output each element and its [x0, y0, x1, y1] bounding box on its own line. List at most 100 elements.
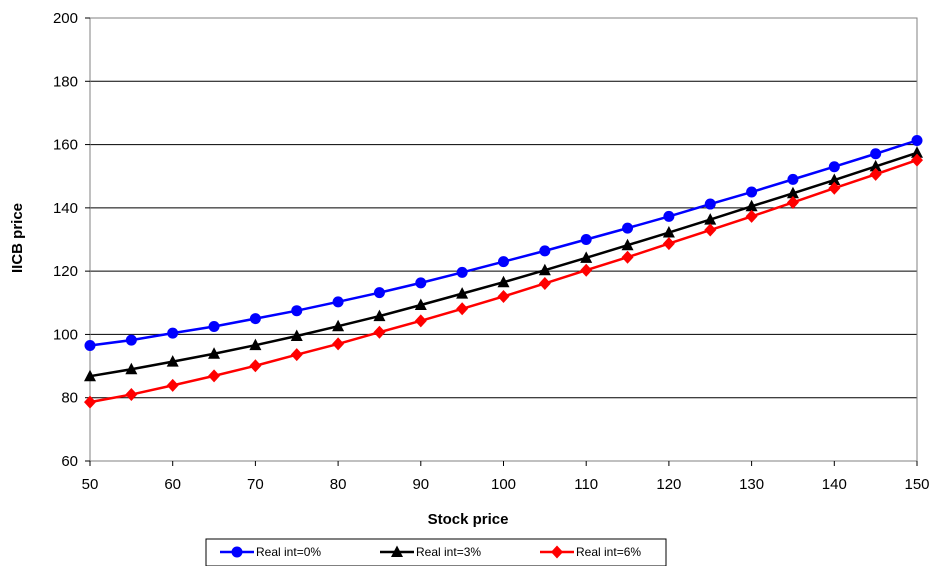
series-1-point-1 [125, 334, 137, 346]
series-3-point-8 [414, 314, 427, 328]
y-tick-label-80: 80 [61, 390, 78, 407]
series-1-point-15 [704, 198, 716, 210]
series-3-point-19 [869, 167, 882, 181]
x-tick-label-150: 150 [904, 476, 929, 493]
legend-label-1: Real int=0% [256, 545, 321, 559]
series-2-point-0 [84, 369, 96, 382]
series-3-point-11 [538, 276, 551, 290]
series-1-point-14 [663, 210, 675, 222]
series-2-point-7 [373, 309, 386, 322]
legend-entry-2: Real int=3% [380, 545, 481, 559]
y-tick-label-160: 160 [53, 137, 78, 154]
series-3-point-14 [662, 237, 675, 251]
x-axis-title: Stock price [428, 511, 509, 528]
series-2-point-4 [249, 338, 262, 351]
series-2-point-16 [745, 199, 758, 212]
series-3-point-15 [704, 223, 717, 237]
series-2-point-8 [414, 298, 427, 311]
series-1-point-0 [84, 340, 96, 352]
series-1-line [89, 139, 918, 347]
series-2-point-11 [538, 263, 551, 276]
series-3 [84, 153, 923, 409]
series-1-point-4 [249, 313, 261, 325]
series-2-point-1 [125, 362, 138, 375]
series-2-point-15 [704, 213, 717, 225]
series-3-point-12 [580, 263, 593, 277]
series-2-point-12 [580, 251, 593, 263]
series-3-point-7 [373, 325, 386, 339]
y-tick-label-200: 200 [53, 10, 78, 27]
y-tick-label-180: 180 [53, 73, 78, 90]
legend-label-3: Real int=6% [576, 545, 641, 559]
series-3-point-18 [828, 181, 841, 195]
y-axis-title: IICB price [9, 203, 26, 273]
series-1-point-12 [580, 234, 592, 245]
y-tick-label-140: 140 [53, 200, 78, 217]
series-1 [84, 134, 923, 352]
series-1-point-2 [167, 327, 179, 339]
series-3-point-16 [745, 209, 758, 223]
y-tick-label-100: 100 [53, 326, 78, 343]
series-1-point-19 [870, 148, 882, 160]
series-1-point-11 [539, 245, 551, 257]
series-2-point-6 [332, 319, 345, 332]
series-3-point-6 [332, 337, 345, 351]
x-tick-label-140: 140 [822, 476, 847, 493]
series-2-point-17 [786, 186, 799, 199]
series-3-point-10 [497, 289, 510, 303]
legend-marker-2 [391, 545, 403, 557]
series-3-point-5 [290, 348, 303, 362]
series-2-point-2 [166, 355, 179, 367]
legend-box [205, 538, 667, 566]
x-tick-label-130: 130 [739, 476, 764, 493]
plot-area-frame [89, 17, 918, 462]
series-2-point-20 [911, 146, 923, 158]
series-3-point-9 [456, 302, 469, 316]
x-tick-label-120: 120 [656, 476, 681, 493]
series-1-point-3 [208, 321, 220, 333]
x-tick-label-100: 100 [491, 476, 516, 493]
series-3-point-3 [208, 369, 221, 383]
legend-entry-3: Real int=6% [540, 545, 641, 559]
y-tick-label-60: 60 [61, 453, 78, 470]
series-2-point-18 [828, 173, 841, 186]
series-1-point-20 [911, 134, 923, 146]
series-1-point-10 [498, 256, 509, 268]
x-axis-ticks: 50 60 70 80 90 100 110 120 130 140 150 [82, 461, 930, 493]
y-axis-ticks: 60 80 100 120 140 160 180 200 [53, 10, 90, 470]
series-2-point-14 [662, 226, 675, 238]
series-3-point-0 [84, 395, 96, 409]
series-3-point-4 [249, 359, 262, 373]
series-1-point-16 [746, 186, 758, 198]
x-tick-label-50: 50 [82, 476, 99, 493]
x-tick-label-90: 90 [412, 476, 429, 493]
series-1-point-9 [456, 266, 468, 278]
x-tick-label-70: 70 [247, 476, 264, 493]
series-2-point-3 [208, 347, 221, 359]
x-tick-label-80: 80 [330, 476, 347, 493]
series-1-point-8 [415, 277, 427, 289]
series-2-point-13 [621, 238, 634, 251]
series-2-point-9 [456, 287, 469, 299]
series-3-point-17 [786, 195, 799, 209]
series-2-point-10 [497, 275, 510, 288]
series-1-point-18 [828, 161, 840, 173]
legend-marker-3 [551, 545, 563, 559]
legend-label-2: Real int=3% [416, 545, 481, 559]
series-2-point-5 [290, 329, 303, 342]
series-1-point-5 [291, 305, 303, 317]
series-2 [84, 146, 923, 382]
series-3-point-13 [621, 250, 634, 264]
y-tick-label-120: 120 [53, 263, 78, 280]
legend-marker-1 [231, 546, 243, 558]
series-1-point-13 [622, 222, 634, 234]
series-layer [84, 134, 923, 409]
series-3-point-1 [125, 388, 138, 402]
series-1-point-7 [373, 287, 385, 299]
series-3-point-2 [166, 378, 179, 392]
legend: Real int=0% Real int=3% Real int=6% [205, 538, 667, 566]
x-tick-label-110: 110 [574, 476, 598, 493]
series-1-point-6 [332, 296, 344, 308]
legend-entry-1: Real int=0% [220, 545, 321, 559]
